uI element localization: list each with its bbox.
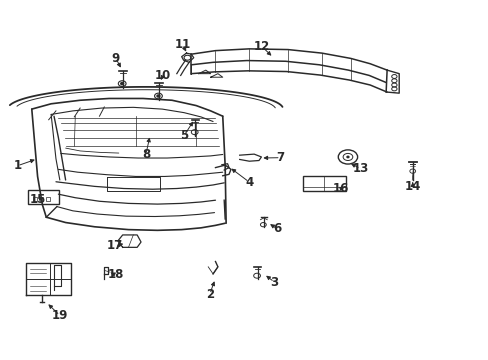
Text: 16: 16 [332, 182, 348, 195]
Bar [28, 190, 59, 204]
Text: 3: 3 [270, 276, 278, 289]
Text: 11: 11 [174, 38, 190, 51]
Text: 2: 2 [205, 288, 213, 301]
Bar [302, 176, 346, 192]
Text: 12: 12 [253, 40, 269, 53]
Text: 8: 8 [142, 148, 150, 161]
Text: 5: 5 [180, 129, 188, 142]
Text: 19: 19 [52, 309, 68, 322]
Text: 7: 7 [276, 151, 284, 164]
Bar [46, 197, 50, 201]
Text: 17: 17 [106, 239, 123, 252]
Text: 18: 18 [107, 269, 124, 282]
Text: 9: 9 [112, 52, 120, 65]
Text: 6: 6 [273, 222, 281, 235]
Bar [40, 197, 43, 201]
Text: 10: 10 [155, 69, 171, 82]
Text: 15: 15 [29, 193, 46, 206]
Text: 13: 13 [352, 162, 368, 175]
Text: 14: 14 [404, 180, 420, 193]
Bar [33, 197, 37, 201]
Circle shape [121, 82, 123, 85]
Text: 1: 1 [13, 159, 21, 172]
Text: 4: 4 [244, 176, 253, 189]
Circle shape [346, 156, 348, 158]
Circle shape [157, 95, 160, 97]
